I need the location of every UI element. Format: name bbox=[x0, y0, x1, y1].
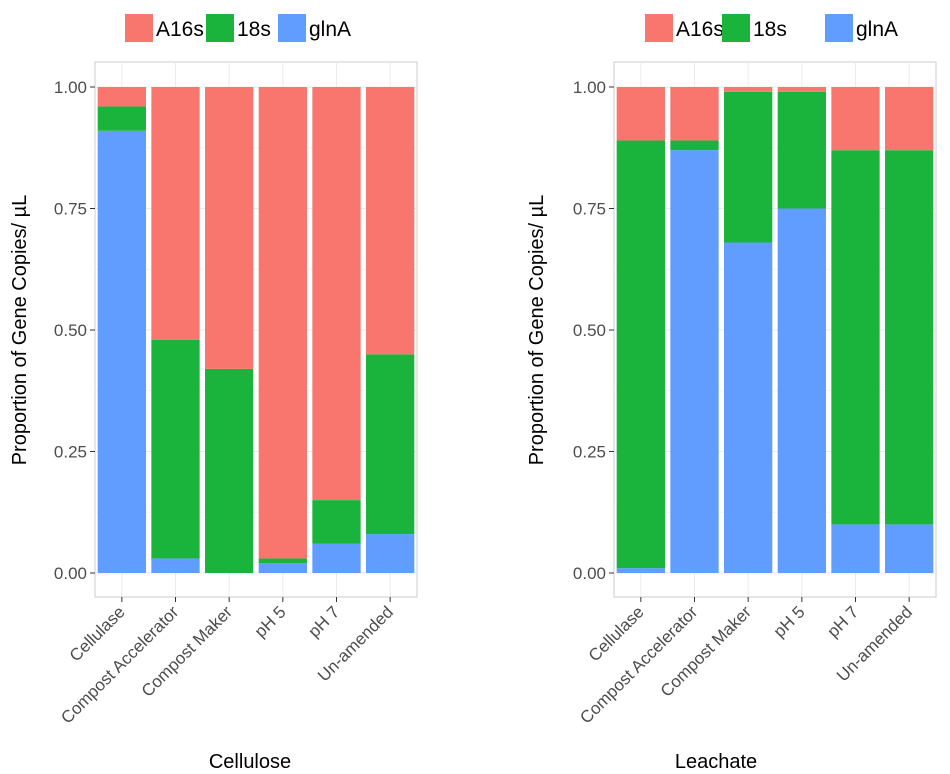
bar-segment-a16s-ph-5 bbox=[777, 87, 826, 92]
x-tick-label: pH 5 bbox=[251, 602, 290, 641]
bar-segment-glna-ph-7 bbox=[831, 524, 880, 573]
bar-segment-18s-un-amended bbox=[366, 354, 415, 535]
y-tick-label: 0.50 bbox=[573, 321, 606, 340]
bar-segment-18s-ph-5 bbox=[258, 558, 307, 564]
y-tick-label: 0.25 bbox=[573, 443, 606, 462]
bar-segment-18s-cellulase bbox=[616, 140, 665, 569]
bar-segment-18s-ph-7 bbox=[831, 150, 880, 525]
y-tick-label: 0.50 bbox=[54, 321, 87, 340]
bar-segment-glna-ph-7 bbox=[312, 543, 361, 573]
bar-segment-glna-compost-maker bbox=[724, 242, 773, 573]
y-tick-label: 0.25 bbox=[54, 443, 87, 462]
y-axis: 0.00 0.25 0.50 0.75 1.00 bbox=[573, 78, 614, 583]
bar-segment-a16s-ph-7 bbox=[831, 87, 880, 151]
bar-segment-a16s-un-amended bbox=[885, 87, 934, 151]
y-tick-label: 0.00 bbox=[54, 564, 87, 583]
bar-segment-18s-compost-maker bbox=[724, 91, 773, 243]
legend-key-a16s bbox=[645, 14, 673, 42]
legend-key-18s bbox=[206, 14, 234, 42]
legend-key-glna bbox=[278, 14, 306, 42]
bar-segment-18s-cellulase bbox=[97, 106, 146, 131]
bar-segment-glna-compost-accelerator bbox=[670, 150, 719, 573]
legend-label-a16s: A16s bbox=[156, 18, 204, 41]
bar-segment-18s-compost-maker bbox=[205, 368, 254, 573]
bar-segment-a16s-compost-accelerator bbox=[670, 87, 719, 141]
bar-segment-glna-cellulase bbox=[616, 568, 665, 573]
legend: A16s 18s glnA bbox=[645, 14, 898, 42]
chart-panel-cellulose: A16s 18s glnA 0.00 0.25 0.50 0.75 1.00 Cellu… bbox=[9, 14, 418, 773]
legend-key-18s bbox=[722, 14, 750, 42]
bar-segment-glna-cellulase bbox=[97, 130, 146, 574]
bar-segment-18s-compost-accelerator bbox=[151, 339, 200, 559]
bar-segment-a16s-ph-7 bbox=[312, 87, 361, 501]
legend: A16s 18s glnA bbox=[125, 14, 351, 42]
y-axis: 0.00 0.25 0.50 0.75 1.00 bbox=[54, 78, 95, 583]
bar-segment-a16s-compost-maker bbox=[724, 87, 773, 92]
x-tick-label: pH 7 bbox=[304, 602, 343, 641]
bar-segment-18s-un-amended bbox=[885, 150, 934, 525]
bar-segment-18s-ph-5 bbox=[777, 91, 826, 209]
bar-segment-18s-compost-accelerator bbox=[670, 140, 719, 151]
x-axis-title: Cellulose bbox=[209, 751, 291, 773]
bars bbox=[97, 87, 415, 574]
legend-label-18s: 18s bbox=[237, 18, 271, 41]
bars bbox=[616, 87, 934, 573]
y-tick-label: 1.00 bbox=[573, 78, 606, 97]
y-tick-label: 0.75 bbox=[573, 200, 606, 219]
x-tick-label: pH 5 bbox=[770, 602, 809, 641]
bar-segment-glna-compost-accelerator bbox=[151, 558, 200, 573]
bar-segment-a16s-ph-5 bbox=[258, 87, 307, 559]
y-tick-label: 0.75 bbox=[54, 200, 87, 219]
bar-segment-18s-ph-7 bbox=[312, 500, 361, 544]
legend-label-18s: 18s bbox=[753, 18, 787, 41]
legend-label-glna: glnA bbox=[856, 18, 898, 41]
bar-segment-a16s-compost-maker bbox=[205, 87, 254, 369]
legend-label-a16s: A16s bbox=[676, 18, 724, 41]
bar-segment-a16s-cellulase bbox=[97, 87, 146, 107]
bar-segment-glna-un-amended bbox=[885, 524, 934, 573]
legend-label-glna: glnA bbox=[309, 18, 351, 41]
bar-segment-a16s-compost-accelerator bbox=[151, 87, 200, 340]
chart-panel-leachate: A16s 18s glnA 0.00 0.25 0.50 0.75 1.00 Cellu… bbox=[526, 14, 937, 773]
bar-segment-a16s-un-amended bbox=[366, 87, 415, 355]
x-tick-label: pH 7 bbox=[823, 602, 862, 641]
x-tick-label: Compost Maker bbox=[657, 602, 756, 701]
y-tick-label: 1.00 bbox=[54, 78, 87, 97]
x-tick-label: Compost Maker bbox=[138, 602, 237, 701]
y-axis-title: Proportion of Gene Copies/ µL bbox=[526, 195, 548, 466]
bar-segment-glna-ph-5 bbox=[258, 563, 307, 573]
legend-key-glna bbox=[825, 14, 853, 42]
bar-segment-glna-ph-5 bbox=[777, 208, 826, 573]
y-tick-label: 0.00 bbox=[573, 564, 606, 583]
y-axis-title: Proportion of Gene Copies/ µL bbox=[9, 195, 31, 466]
bar-segment-a16s-cellulase bbox=[616, 87, 665, 141]
x-axis-title: Leachate bbox=[675, 751, 757, 773]
legend-key-a16s bbox=[125, 14, 153, 42]
bar-segment-glna-un-amended bbox=[366, 534, 415, 573]
